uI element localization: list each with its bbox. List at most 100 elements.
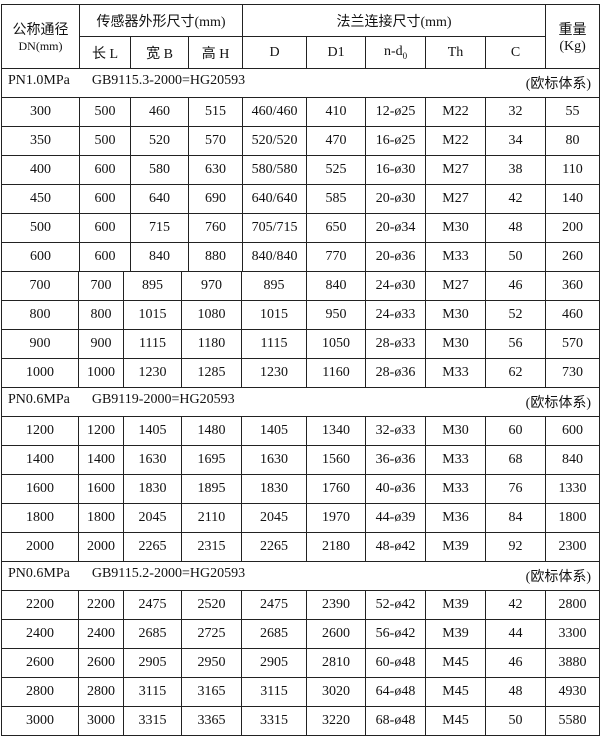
table-cell: M30 (425, 299, 486, 330)
table-row: 2400 2400 2685 2725 2685 2600 56-ø42 M39 44 3300 (1, 618, 600, 649)
table-row: 2800 2800 3115 3165 3115 3020 64-ø48 M45 48 4930 (1, 676, 600, 707)
table-cell: 2390 (306, 589, 366, 620)
header-col: 宽 B (130, 36, 189, 69)
table-cell: 3365 (181, 705, 242, 736)
table-cell: 840 (545, 444, 600, 475)
table-cell: 1160 (306, 357, 366, 388)
pressure-label: PN1.0MPa (8, 73, 70, 88)
table-cell: 705/715 (242, 213, 308, 243)
table-cell: 770 (306, 242, 367, 272)
table-cell: 580/580 (242, 155, 308, 185)
table-cell: 3165 (181, 676, 242, 707)
table-cell: 630 (187, 155, 244, 185)
header-col: D (242, 36, 308, 69)
table-cell: 1630 (123, 444, 182, 475)
table-cell: 38 (485, 155, 547, 185)
table-cell: 640/640 (242, 184, 308, 214)
table-cell: 48-ø42 (365, 531, 426, 562)
table-cell: 950 (306, 299, 366, 330)
table-cell: M27 (425, 270, 486, 301)
table-cell: 1800 (1, 502, 79, 533)
table-cell: 515 (187, 97, 244, 127)
table-row: 500 600 715 760 705/715 650 20-ø34 M30 48 200 (1, 213, 600, 243)
pressure-label: PN0.6MPa (8, 391, 70, 407)
table-row: 1800 1800 2045 2110 2045 1970 44-ø39 M36 84 1800 (1, 502, 600, 533)
table-cell: 2315 (181, 531, 242, 562)
table-cell: 1480 (181, 415, 242, 446)
table-cell: 68 (485, 444, 546, 475)
table-cell: 20-ø34 (365, 213, 427, 243)
table-cell: 2400 (1, 618, 79, 649)
table-cell: 840 (306, 270, 366, 301)
table-cell: 2400 (78, 618, 124, 649)
section-row: PN0.6MPa GB9115.2-2000=HG20593 (欧标体系) (1, 560, 600, 591)
table-cell: 525 (306, 155, 367, 185)
table-cell: M30 (425, 213, 487, 243)
table-cell: 600 (1, 242, 80, 272)
table-cell: 200 (545, 213, 600, 243)
table-cell: 2905 (123, 647, 182, 678)
table-row: 1200 1200 1405 1480 1405 1340 32-ø33 M30 60 600 (1, 415, 600, 446)
table-cell: 500 (79, 97, 131, 127)
table-cell: 1230 (123, 357, 182, 388)
table-cell: 450 (1, 184, 80, 214)
header-dn-unit: DN(mm) (18, 39, 63, 53)
table-cell: 570 (545, 328, 600, 359)
table-row: 2000 2000 2265 2315 2265 2180 48-ø42 M39 92 2300 (1, 531, 600, 562)
table-cell: M45 (425, 705, 486, 736)
header-nd: n-d (383, 44, 403, 60)
table-cell: 1800 (545, 502, 600, 533)
table-cell: 500 (79, 126, 131, 156)
table-cell: 48 (485, 213, 547, 243)
table-cell: 895 (123, 270, 182, 301)
spec-table-top: 公称通径 DN(mm) 传感器外形尺寸(mm) 法兰连接尺寸(mm) 重量 (Kg)… (0, 4, 600, 272)
table-cell: 600 (545, 415, 600, 446)
table-cell: 1830 (241, 473, 307, 504)
table-cell: 1080 (181, 299, 242, 330)
table-cell: 2950 (181, 647, 242, 678)
table-cell: 2520 (181, 589, 242, 620)
pressure-label: PN0.6MPa (8, 565, 70, 581)
table-cell: 2800 (545, 589, 600, 620)
table-cell: 1000 (1, 357, 79, 388)
table-cell: M33 (425, 357, 486, 388)
table-row: 450 600 640 690 640/640 585 20-ø30 M27 42 140 (1, 184, 600, 214)
table-cell: 92 (485, 531, 546, 562)
table-row: 1600 1600 1830 1895 1830 1760 40-ø36 M33 76 1330 (1, 473, 600, 504)
table-cell: 2475 (123, 589, 182, 620)
table-cell: 2600 (1, 647, 79, 678)
table-cell: 3115 (241, 676, 307, 707)
table-cell: 1200 (1, 415, 79, 446)
table-cell: 5580 (545, 705, 600, 736)
table-cell: M27 (425, 184, 487, 214)
table-cell: 28-ø36 (365, 357, 426, 388)
table-cell: 1895 (181, 473, 242, 504)
table-row: 1000 1000 1230 1285 1230 1160 28-ø36 M33 62 730 (1, 357, 600, 388)
table-cell: 3315 (123, 705, 182, 736)
table-cell: M22 (425, 126, 487, 156)
table-cell: 300 (1, 97, 80, 127)
table-cell: 895 (241, 270, 307, 301)
header-col: 长 L (79, 36, 131, 69)
table-cell: 900 (78, 328, 124, 359)
table-cell: M45 (425, 647, 486, 678)
table-cell: M33 (425, 242, 487, 272)
table-cell: 2725 (181, 618, 242, 649)
table-cell: M30 (425, 328, 486, 359)
header-col: D1 (306, 36, 367, 69)
table-cell: 3020 (306, 676, 366, 707)
table-cell: 44-ø39 (365, 502, 426, 533)
table-cell: 46 (485, 270, 546, 301)
table-cell: 76 (485, 473, 546, 504)
table-cell: 460 (130, 97, 189, 127)
table-cell: M39 (425, 531, 486, 562)
table-cell: 2110 (181, 502, 242, 533)
table-cell: 1830 (123, 473, 182, 504)
table-cell: 1180 (181, 328, 242, 359)
table-cell: 2685 (123, 618, 182, 649)
table-cell: 1970 (306, 502, 366, 533)
table-cell: 60-ø48 (365, 647, 426, 678)
spec-table: 公称通径 DN(mm) 传感器外形尺寸(mm) 法兰连接尺寸(mm) 重量 (Kg)… (0, 4, 600, 736)
table-cell: 2265 (241, 531, 307, 562)
table-cell: 2800 (78, 676, 124, 707)
